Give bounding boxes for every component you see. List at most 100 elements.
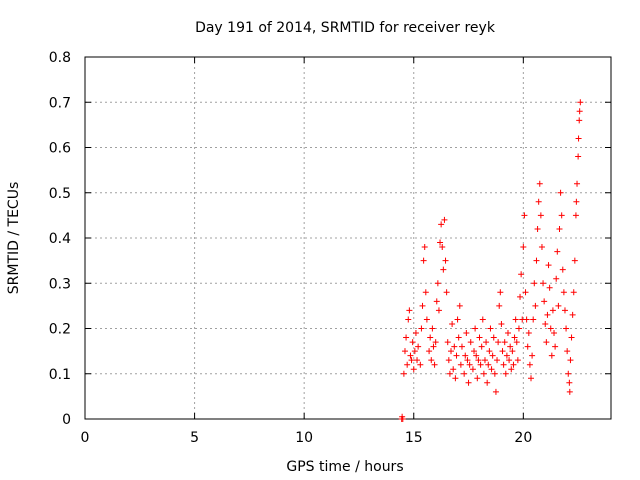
data-point	[530, 316, 537, 323]
data-point	[535, 198, 542, 205]
data-point	[485, 361, 492, 368]
data-point	[523, 316, 530, 323]
data-point	[500, 361, 507, 368]
data-point	[545, 262, 552, 269]
x-tick-label: 0	[81, 430, 90, 446]
data-point	[532, 302, 539, 309]
data-point	[462, 352, 469, 359]
data-point	[552, 343, 559, 350]
y-tick-label: 0.7	[49, 95, 71, 111]
data-point	[524, 343, 531, 350]
chart-title: Day 191 of 2014, SRMTID for receiver rey…	[195, 20, 496, 36]
data-point	[556, 225, 563, 232]
data-point	[525, 330, 532, 337]
data-point	[412, 330, 419, 337]
data-point	[491, 370, 498, 377]
data-point	[415, 343, 422, 350]
data-point	[499, 348, 506, 355]
data-point	[549, 307, 556, 314]
data-point	[475, 357, 482, 364]
data-point	[428, 357, 435, 364]
y-tick-label: 0.3	[49, 276, 71, 292]
data-point	[479, 316, 486, 323]
x-tick-label: 20	[514, 430, 532, 446]
data-point	[547, 325, 554, 332]
data-point	[426, 348, 433, 355]
data-point	[542, 320, 549, 327]
data-point	[573, 198, 580, 205]
data-point	[465, 379, 472, 386]
data-point	[488, 366, 495, 373]
data-point	[577, 99, 584, 106]
data-point	[490, 334, 497, 341]
data-point	[486, 348, 493, 355]
data-point	[571, 257, 578, 264]
data-point	[480, 370, 487, 377]
data-point	[520, 244, 527, 251]
data-point	[496, 302, 503, 309]
axis-ticks	[84, 56, 611, 420]
data-point	[565, 370, 572, 377]
data-point	[454, 316, 461, 323]
data-point	[399, 416, 406, 422]
y-axis-label: SRMTID / TECUs	[6, 182, 22, 295]
data-point	[429, 325, 436, 332]
data-point	[531, 280, 538, 287]
data-point	[503, 352, 510, 359]
data-point	[569, 311, 576, 318]
data-point	[558, 212, 565, 219]
data-point	[442, 257, 449, 264]
data-point	[548, 352, 555, 359]
data-point	[538, 244, 545, 251]
data-point	[469, 366, 476, 373]
data-point	[410, 366, 417, 373]
data-point	[576, 117, 583, 124]
data-point	[439, 244, 446, 251]
x-tick-label: 10	[295, 430, 313, 446]
data-point	[492, 388, 499, 395]
data-point	[537, 212, 544, 219]
data-point	[483, 339, 490, 346]
y-tick-labels: 0 0.1 0.2 0.3 0.4 0.5 0.6 0.7 0.8	[49, 50, 71, 428]
data-point	[513, 339, 520, 346]
data-point	[515, 325, 522, 332]
x-tick-label: 5	[190, 430, 199, 446]
data-point	[560, 289, 567, 296]
data-point	[450, 366, 457, 373]
data-point	[446, 370, 453, 377]
data-point	[495, 339, 502, 346]
data-point	[409, 339, 416, 346]
data-point	[438, 221, 445, 228]
data-point	[445, 357, 452, 364]
data-point	[481, 357, 488, 364]
data-point	[536, 180, 543, 187]
data-point	[502, 370, 509, 377]
data-point	[418, 325, 425, 332]
data-point	[458, 343, 465, 350]
data-point	[506, 357, 513, 364]
data-point	[501, 339, 508, 346]
data-point	[431, 361, 438, 368]
data-point	[504, 330, 511, 337]
data-point	[453, 352, 460, 359]
data-point	[433, 298, 440, 305]
data-point	[440, 266, 447, 273]
data-point	[511, 334, 518, 341]
data-point	[449, 320, 456, 327]
data-point	[464, 357, 471, 364]
data-point	[522, 289, 529, 296]
data-point	[461, 370, 468, 377]
data-point	[471, 348, 478, 355]
data-point	[451, 343, 458, 350]
data-point	[509, 348, 516, 355]
data-point	[510, 361, 517, 368]
data-point	[533, 257, 540, 264]
x-tick-label: 15	[405, 430, 423, 446]
data-point	[421, 244, 428, 251]
data-point	[487, 325, 494, 332]
data-point	[478, 343, 485, 350]
data-point	[566, 379, 573, 386]
data-point	[423, 316, 430, 323]
